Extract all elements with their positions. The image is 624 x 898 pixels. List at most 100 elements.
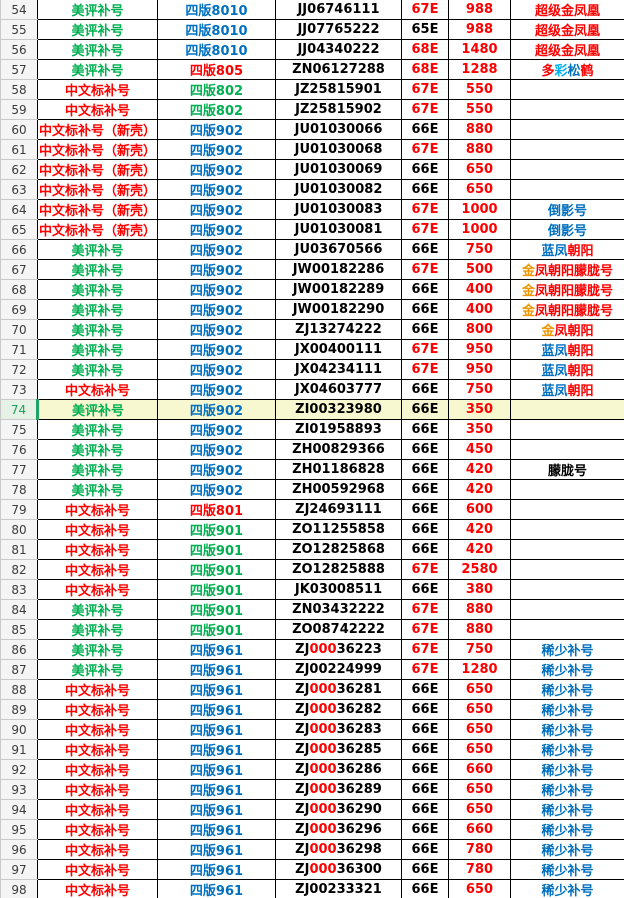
row-header[interactable]: 63 (0, 179, 38, 200)
cell-remark[interactable]: 稀少补号 (510, 639, 624, 660)
cell-price[interactable]: 650 (448, 699, 511, 720)
cell-grade[interactable]: 66E (401, 799, 449, 820)
row-header[interactable]: 71 (0, 339, 38, 360)
cell-remark[interactable] (510, 419, 624, 440)
cell-version[interactable]: 四版902 (157, 379, 276, 400)
cell-version[interactable]: 四版8010 (157, 39, 276, 60)
cell-price[interactable]: 660 (448, 759, 511, 780)
cell-version[interactable]: 四版961 (157, 759, 276, 780)
cell-remark[interactable] (510, 399, 624, 420)
cell-grade[interactable]: 66E (401, 379, 449, 400)
row-header[interactable]: 57 (0, 59, 38, 80)
row-header[interactable]: 93 (0, 779, 38, 800)
cell-category[interactable]: 美评补号 (37, 639, 158, 660)
row-header[interactable]: 69 (0, 299, 38, 320)
cell-category[interactable]: 美评补号 (37, 59, 158, 80)
cell-version[interactable]: 四版901 (157, 559, 276, 580)
cell-grade[interactable]: 66E (401, 579, 449, 600)
cell-serial[interactable]: JU01030069 (275, 159, 402, 180)
cell-category[interactable]: 中文标补号 (37, 579, 158, 600)
cell-version[interactable]: 四版902 (157, 159, 276, 180)
row-header[interactable]: 70 (0, 319, 38, 340)
cell-category[interactable]: 中文标补号（新壳） (37, 119, 158, 140)
cell-category[interactable]: 中文标补号 (37, 99, 158, 120)
cell-category[interactable]: 美评补号 (37, 279, 158, 300)
cell-remark[interactable]: 蓝凤朝阳 (510, 359, 624, 380)
cell-price[interactable]: 350 (448, 399, 511, 420)
cell-remark[interactable] (510, 479, 624, 500)
row-header[interactable]: 79 (0, 499, 38, 520)
cell-version[interactable]: 四版902 (157, 199, 276, 220)
cell-version[interactable]: 四版902 (157, 399, 276, 420)
cell-remark[interactable]: 稀少补号 (510, 679, 624, 700)
cell-version[interactable]: 四版961 (157, 699, 276, 720)
cell-price[interactable]: 400 (448, 299, 511, 320)
cell-serial[interactable]: JU01030081 (275, 219, 402, 240)
cell-version[interactable]: 四版902 (157, 359, 276, 380)
cell-remark[interactable]: 稀少补号 (510, 659, 624, 680)
cell-serial[interactable]: JW00182289 (275, 279, 402, 300)
row-header[interactable]: 60 (0, 119, 38, 140)
cell-category[interactable]: 美评补号 (37, 339, 158, 360)
cell-remark[interactable] (510, 539, 624, 560)
cell-category[interactable]: 中文标补号 (37, 519, 158, 540)
row-header[interactable]: 87 (0, 659, 38, 680)
cell-grade[interactable]: 66E (401, 399, 449, 420)
cell-version[interactable]: 四版902 (157, 119, 276, 140)
cell-version[interactable]: 四版961 (157, 819, 276, 840)
cell-version[interactable]: 四版802 (157, 99, 276, 120)
cell-grade[interactable]: 66E (401, 679, 449, 700)
row-header[interactable]: 59 (0, 99, 38, 120)
cell-remark[interactable]: 稀少补号 (510, 779, 624, 800)
cell-serial[interactable]: ZJ00036298 (275, 839, 402, 860)
cell-grade[interactable]: 67E (401, 659, 449, 680)
cell-serial[interactable]: JU03670566 (275, 239, 402, 260)
cell-remark[interactable]: 超级金凤凰 (510, 39, 624, 60)
cell-price[interactable]: 1000 (448, 219, 511, 240)
cell-serial[interactable]: ZJ13274222 (275, 319, 402, 340)
cell-serial[interactable]: ZJ00233321 (275, 879, 402, 898)
row-header[interactable]: 95 (0, 819, 38, 840)
cell-category[interactable]: 美评补号 (37, 319, 158, 340)
cell-serial[interactable]: JX00400111 (275, 339, 402, 360)
cell-version[interactable]: 四版902 (157, 319, 276, 340)
cell-category[interactable]: 中文标补号（新壳） (37, 159, 158, 180)
cell-price[interactable]: 1480 (448, 39, 511, 60)
row-header[interactable]: 66 (0, 239, 38, 260)
cell-price[interactable]: 950 (448, 339, 511, 360)
cell-price[interactable]: 400 (448, 279, 511, 300)
cell-version[interactable]: 四版805 (157, 59, 276, 80)
row-header[interactable]: 85 (0, 619, 38, 640)
cell-remark[interactable] (510, 119, 624, 140)
cell-serial[interactable]: JZ25815902 (275, 99, 402, 120)
cell-price[interactable]: 780 (448, 839, 511, 860)
cell-version[interactable]: 四版961 (157, 659, 276, 680)
cell-serial[interactable]: ZJ24693111 (275, 499, 402, 520)
row-header[interactable]: 54 (0, 0, 38, 20)
cell-price[interactable]: 500 (448, 259, 511, 280)
cell-price[interactable]: 650 (448, 179, 511, 200)
cell-version[interactable]: 四版902 (157, 299, 276, 320)
cell-grade[interactable]: 66E (401, 459, 449, 480)
cell-version[interactable]: 四版961 (157, 719, 276, 740)
cell-price[interactable]: 750 (448, 239, 511, 260)
cell-grade[interactable]: 67E (401, 639, 449, 660)
cell-serial[interactable]: JU01030068 (275, 139, 402, 160)
cell-remark[interactable]: 稀少补号 (510, 859, 624, 880)
cell-category[interactable]: 中文标补号 (37, 719, 158, 740)
cell-serial[interactable]: JJ06746111 (275, 0, 402, 20)
row-header[interactable]: 98 (0, 879, 38, 898)
row-header[interactable]: 94 (0, 799, 38, 820)
cell-price[interactable]: 420 (448, 459, 511, 480)
cell-version[interactable]: 四版902 (157, 279, 276, 300)
cell-serial[interactable]: ZN03432222 (275, 599, 402, 620)
cell-category[interactable]: 中文标补号 (37, 79, 158, 100)
cell-version[interactable]: 四版901 (157, 599, 276, 620)
cell-category[interactable]: 中文标补号（新壳） (37, 199, 158, 220)
cell-version[interactable]: 四版8010 (157, 0, 276, 20)
cell-serial[interactable]: ZJ00036223 (275, 639, 402, 660)
row-header[interactable]: 77 (0, 459, 38, 480)
cell-category[interactable]: 美评补号 (37, 239, 158, 260)
cell-grade[interactable]: 66E (401, 819, 449, 840)
cell-price[interactable]: 380 (448, 579, 511, 600)
